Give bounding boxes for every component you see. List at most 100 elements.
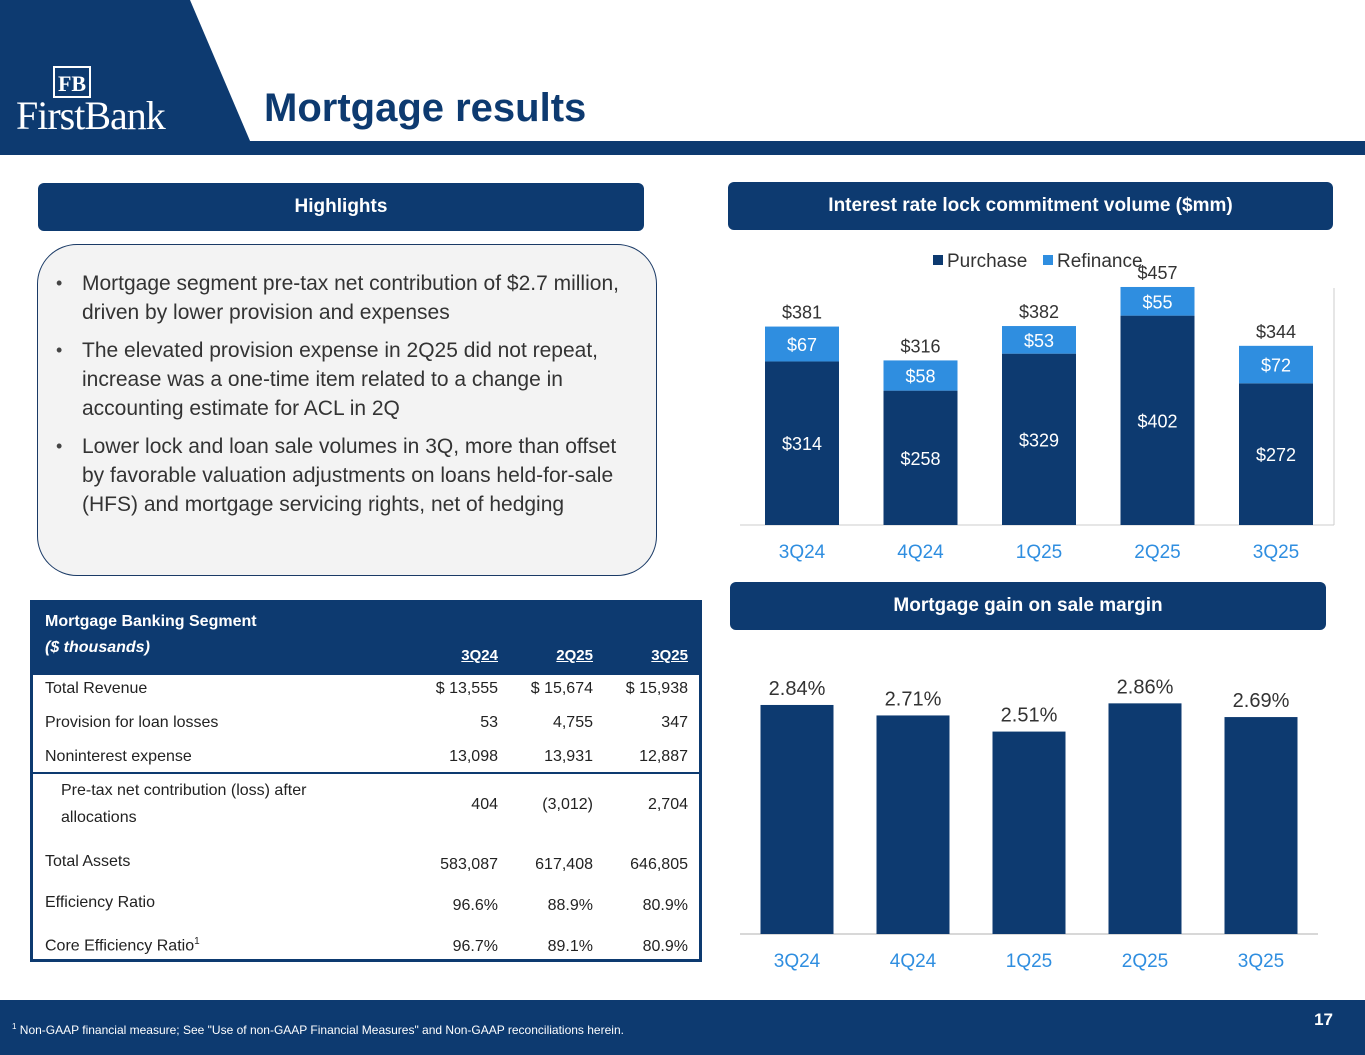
cell-value: (3,012) bbox=[542, 796, 593, 813]
cell-value: 80.9% bbox=[642, 897, 688, 914]
data-label-refinance: $55 bbox=[1142, 292, 1172, 312]
data-label-refinance: $53 bbox=[1024, 331, 1054, 351]
column-header: 3Q25 bbox=[651, 647, 688, 664]
highlights-list: Mortgage segment pre-tax net contributio… bbox=[56, 269, 636, 519]
segment-table: Mortgage Banking Segment ($ thousands) 3… bbox=[30, 600, 702, 962]
row-label: Efficiency Ratio bbox=[45, 894, 155, 911]
cell-value: 13,098 bbox=[449, 748, 498, 765]
data-label-refinance: $58 bbox=[905, 367, 935, 387]
footnote: 1 Non-GAAP financial measure; See "Use o… bbox=[12, 1022, 624, 1037]
column-header: 3Q24 bbox=[461, 647, 498, 664]
table-divider bbox=[33, 772, 699, 774]
x-tick-label: 3Q24 bbox=[779, 542, 826, 563]
cell-value: 96.6% bbox=[452, 897, 498, 914]
row-label-continued: allocations bbox=[61, 809, 137, 826]
x-tick-label: 3Q25 bbox=[1238, 951, 1284, 972]
column-header: 2Q25 bbox=[556, 647, 593, 664]
row-label: Provision for loan losses bbox=[45, 714, 219, 731]
gain-on-sale-chart: 2.84% 3Q24 2.71% 4Q24 2.51% 1Q25 2.86% 2Q25 2.69… bbox=[740, 676, 1318, 972]
legend-label-refinance: Refinance bbox=[1057, 251, 1143, 272]
bar-purchase bbox=[1120, 315, 1195, 525]
data-label-total: $381 bbox=[782, 303, 822, 323]
cell-value: 2,704 bbox=[647, 796, 688, 813]
cell-value: 89.1% bbox=[547, 938, 593, 955]
legend-swatch-refinance bbox=[1043, 255, 1053, 265]
legend-label-purchase: Purchase bbox=[947, 251, 1027, 272]
page-title: Mortgage results bbox=[264, 86, 587, 130]
gos-chart-heading: Mortgage gain on sale margin bbox=[730, 582, 1326, 630]
bar-refinance bbox=[765, 326, 839, 362]
cell-value: 404 bbox=[471, 796, 498, 813]
x-tick-label: 2Q25 bbox=[1122, 951, 1168, 972]
logo-wordmark: FirstBank bbox=[16, 93, 166, 138]
bar-refinance bbox=[883, 360, 958, 391]
cell-value: 96.7% bbox=[452, 938, 498, 955]
row-label: Total Assets bbox=[45, 853, 131, 870]
data-label-margin: 2.84% bbox=[769, 678, 826, 700]
bar-refinance bbox=[1002, 326, 1076, 354]
highlights-heading: Highlights bbox=[38, 183, 644, 231]
data-label-purchase: $329 bbox=[1019, 430, 1059, 450]
bar-purchase bbox=[1002, 353, 1076, 525]
data-label-purchase: $314 bbox=[782, 434, 822, 454]
cell-value: 583,087 bbox=[440, 856, 498, 873]
logo: FB FirstBank bbox=[0, 0, 256, 155]
irlc-volume-chart: Purchase Refinance $314 $67 $381 3Q24 $258 $58 $… bbox=[740, 251, 1335, 563]
bar-purchase bbox=[765, 361, 839, 525]
data-label-margin: 2.71% bbox=[885, 688, 942, 710]
x-tick-label: 1Q25 bbox=[1006, 951, 1052, 972]
cell-value: 80.9% bbox=[642, 938, 688, 955]
cell-value: 88.9% bbox=[547, 897, 593, 914]
highlight-bullet: The elevated provision expense in 2Q25 d… bbox=[56, 336, 636, 423]
x-tick-label: 1Q25 bbox=[1016, 542, 1062, 563]
data-label-margin: 2.86% bbox=[1117, 676, 1174, 698]
cell-value: 347 bbox=[661, 714, 688, 731]
bar-refinance bbox=[1120, 286, 1195, 316]
bar-margin bbox=[1224, 717, 1298, 934]
data-label-refinance: $67 bbox=[787, 335, 817, 355]
header-rule bbox=[0, 141, 1365, 155]
bar-margin bbox=[1108, 703, 1182, 934]
x-tick-label: 4Q24 bbox=[897, 542, 944, 563]
bar-margin bbox=[992, 731, 1066, 934]
highlight-bullet: Mortgage segment pre-tax net contributio… bbox=[56, 269, 636, 327]
bar-margin bbox=[876, 715, 950, 934]
footer: 1 Non-GAAP financial measure; See "Use o… bbox=[0, 1000, 1365, 1055]
highlights-panel: Mortgage segment pre-tax net contributio… bbox=[37, 244, 657, 576]
logo-monogram: FB bbox=[53, 66, 91, 98]
x-tick-label: 3Q24 bbox=[774, 951, 821, 972]
footnote-marker: 1 bbox=[194, 936, 200, 947]
segment-table-header: Mortgage Banking Segment ($ thousands) 3… bbox=[33, 603, 699, 675]
legend-swatch-purchase bbox=[933, 255, 943, 265]
table-row: Pre-tax net contribution (loss) after al… bbox=[33, 782, 699, 842]
data-label-total: $316 bbox=[900, 336, 940, 356]
data-label-margin: 2.69% bbox=[1233, 690, 1290, 712]
bar-margin bbox=[760, 704, 834, 934]
data-label-purchase: $272 bbox=[1256, 445, 1296, 465]
data-label-purchase: $258 bbox=[900, 449, 940, 469]
cell-value: 13,931 bbox=[544, 748, 593, 765]
row-label: Pre-tax net contribution (loss) after bbox=[61, 782, 307, 799]
cell-value: 4,755 bbox=[552, 714, 593, 731]
cell-value: 53 bbox=[480, 714, 498, 731]
cell-value: $ 13,555 bbox=[435, 680, 498, 697]
segment-table-title: Mortgage Banking Segment bbox=[45, 613, 257, 630]
bar-purchase bbox=[883, 390, 958, 525]
data-label-total: $382 bbox=[1019, 302, 1059, 322]
data-label-total: $344 bbox=[1256, 322, 1296, 342]
data-label-purchase: $402 bbox=[1137, 411, 1177, 431]
data-label-refinance: $72 bbox=[1261, 356, 1291, 376]
bar-purchase bbox=[1239, 383, 1313, 525]
cell-value: 12,887 bbox=[639, 748, 688, 765]
cell-value: 646,805 bbox=[630, 856, 688, 873]
row-label: Noninterest expense bbox=[45, 748, 192, 765]
data-label-total: $457 bbox=[1137, 263, 1177, 283]
x-tick-label: 4Q24 bbox=[890, 951, 937, 972]
row-label: Core Efficiency Ratio1 bbox=[45, 936, 200, 955]
cell-value: $ 15,938 bbox=[625, 680, 688, 697]
cell-value: $ 15,674 bbox=[530, 680, 593, 697]
bar-refinance bbox=[1239, 345, 1313, 384]
x-tick-label: 2Q25 bbox=[1134, 542, 1180, 563]
data-label-margin: 2.51% bbox=[1001, 705, 1058, 727]
irlc-chart-heading: Interest rate lock commitment volume ($m… bbox=[728, 182, 1333, 230]
